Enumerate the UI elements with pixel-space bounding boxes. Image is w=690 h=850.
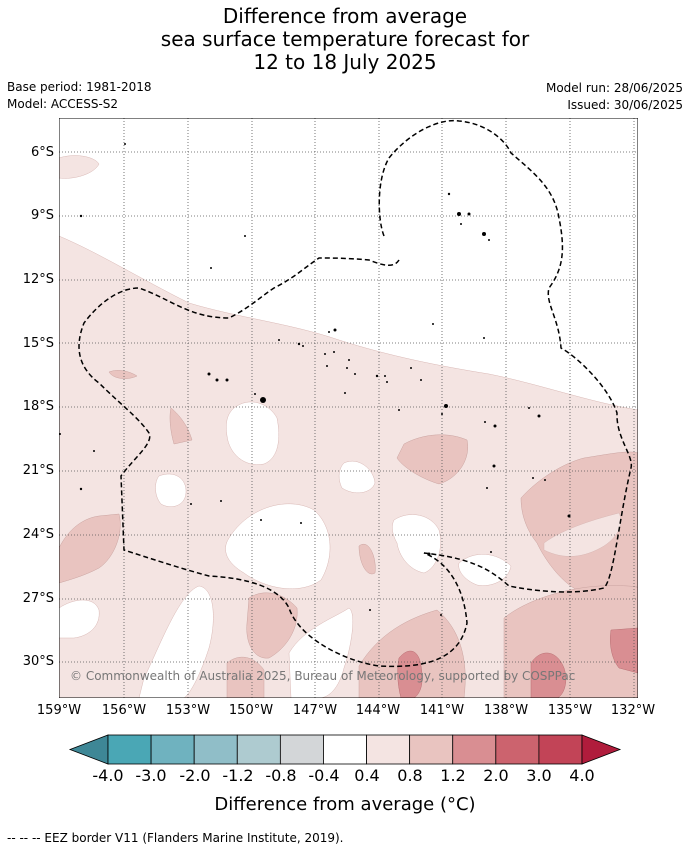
lon-label-132w: 132°W [610,703,656,718]
colorbar-tick: 3.0 [526,766,552,785]
anomaly-region-0p8-1p2-a [59,513,121,584]
lat-label-18s: 18°S [22,399,54,414]
lat-label-12s: 12°S [22,272,54,287]
colorbar-tick: -4.0 [92,766,124,785]
colorbar-swatch [236,734,281,765]
model-run: Model run: 28/06/2025 [545,81,683,95]
lon-label-144w: 144°W [355,703,401,718]
colorbar-swatch [107,734,152,765]
neutral-patch-2 [155,473,187,507]
lat-label-24s: 24°S [22,527,54,542]
colorbar-tick: -1.2 [222,766,254,785]
graticule [59,118,638,698]
colorbar-tick: -0.4 [308,766,340,785]
lat-label-21s: 21°S [22,463,54,478]
anomaly-region-0p8-1p2-c [396,434,469,485]
colorbar-swatch [409,734,454,765]
title-line-1: Difference from average [222,4,468,28]
eez-footnote: -- -- -- EEZ border V11 (Flanders Marine… [7,831,344,845]
anomaly-region-0p8-1p2-b [169,407,193,445]
lon-label-153w: 153°W [165,703,211,718]
colorbar-extend-high [581,734,622,765]
neutral-patch-9 [288,607,354,698]
lat-label-15s: 15°S [22,336,54,351]
anomaly-region-north-patch [59,155,100,179]
neutral-patch-1 [226,401,280,465]
colorbar-swatch [495,734,540,765]
issued-date: Issued: 30/06/2025 [567,98,683,112]
colorbar-swatch [538,734,583,765]
colorbar-swatch [150,734,195,765]
sst-anomaly-map [59,118,638,698]
neutral-patch-5 [392,514,441,574]
lon-label-150w: 150°W [228,703,274,718]
lat-label-27s: 27°S [22,591,54,606]
colorbar-tick: 4.0 [569,766,595,785]
colorbar-tick: 0.4 [354,766,380,785]
neutral-patch-3 [225,503,331,590]
colorbar [68,734,622,765]
lon-label-135w: 135°W [547,703,593,718]
base-period: Base period: 1981-2018 [7,80,152,94]
anomaly-region-0p8-1p2-i [358,544,376,575]
title-line-3: 12 to 18 July 2025 [253,50,437,74]
model-name: Model: ACCESS-S2 [7,97,119,111]
colorbar-tick: -2.0 [179,766,211,785]
colorbar-swatch [366,734,411,765]
anomaly-region-1p2-2p0-a [397,650,423,698]
lon-label-147w: 147°W [292,703,338,718]
lat-label-30s: 30°S [22,654,54,669]
anomaly-region-1p2-2p0-b [530,652,567,698]
colorbar-swatch [193,734,238,765]
anomaly-region-1p2-2p0-d [108,370,138,379]
colorbar-tick: 2.0 [483,766,509,785]
lon-label-141w: 141°W [419,703,465,718]
islands [59,143,571,616]
lat-label-6s: 6°S [30,145,54,160]
neutral-patch-4 [338,461,376,494]
colorbar-swatch [323,734,367,765]
eez-border [78,119,632,668]
lat-label-9s: 9°S [30,208,54,223]
title-line-2: sea surface temperature forecast for [160,27,530,51]
neutral-patch-7 [59,599,100,639]
anomaly-region-0p8-1p2-e [246,592,298,659]
colorbar-tick: -0.8 [265,766,297,785]
colorbar-swatch [279,734,324,765]
lon-label-159w: 159°W [36,703,82,718]
neutral-patch-8 [138,585,214,698]
colorbar-tick: 0.8 [397,766,423,785]
anomaly-region-0p8-1p2-h [226,656,265,698]
colorbar-title: Difference from average (°C) [214,794,476,815]
colorbar-extend-low [68,734,109,765]
colorbar-tick: 1.2 [440,766,466,785]
colorbar-tick: -3.0 [135,766,167,785]
map-copyright: © Commonwealth of Australia 2025, Bureau… [70,669,576,683]
lon-label-156w: 156°W [101,703,147,718]
colorbar-swatch [452,734,497,765]
lon-label-138w: 138°W [483,703,529,718]
